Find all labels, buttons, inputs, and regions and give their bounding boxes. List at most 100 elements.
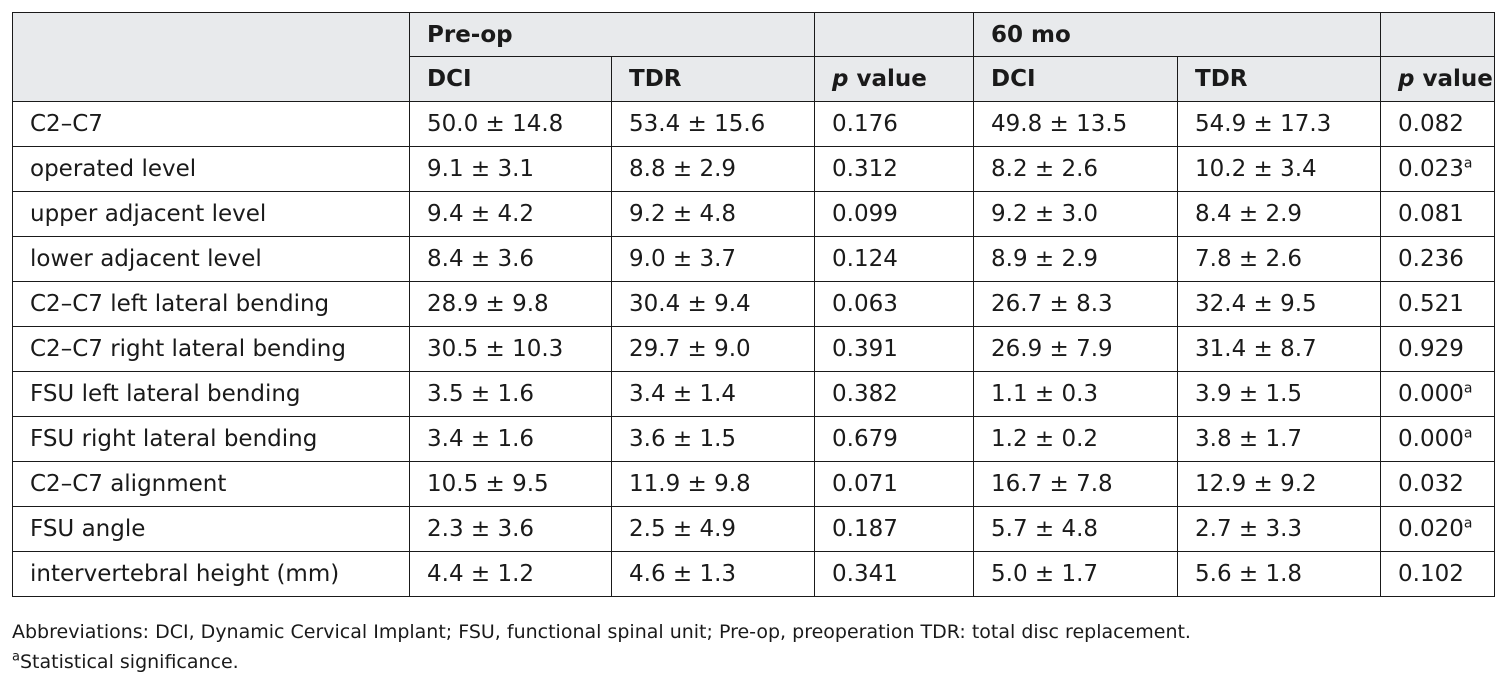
col-header-preop-dci: DCI [409, 56, 612, 102]
cell-preop-tdr: 9.0 ± 3.7 [611, 236, 815, 282]
cell-60mo-tdr-text: 8.4 ± 2.9 [1195, 201, 1303, 227]
cell-60mo-dci-text: 5.0 ± 1.7 [991, 561, 1099, 587]
col-header-preop-p: p value [814, 56, 974, 102]
significance-marker: a [12, 649, 20, 665]
p-value-label: p value [1398, 66, 1493, 92]
row-label: C2–C7 alignment [12, 461, 410, 507]
table-row: C2–C7 left lateral bending 28.9 ± 9.8 30.4… [12, 281, 1495, 327]
cell-preop-p-text: 0.071 [832, 471, 898, 497]
cell-60mo-tdr: 8.4 ± 2.9 [1177, 191, 1381, 237]
cell-preop-p-text: 0.391 [832, 336, 898, 362]
cell-60mo-tdr: 7.8 ± 2.6 [1177, 236, 1381, 282]
cell-60mo-p-text: 0.000 [1398, 426, 1464, 452]
row-label: FSU right lateral bending [12, 416, 410, 462]
cell-preop-tdr: 9.2 ± 4.8 [611, 191, 815, 237]
row-label: C2–C7 right lateral bending [12, 326, 410, 372]
cell-60mo-tdr-text: 5.6 ± 1.8 [1195, 561, 1303, 587]
cell-preop-dci-text: 30.5 ± 10.3 [427, 336, 564, 362]
cell-preop-p: 0.124 [814, 236, 974, 282]
cell-60mo-p-text: 0.102 [1398, 561, 1464, 587]
cell-60mo-dci-text: 16.7 ± 7.8 [991, 471, 1113, 497]
cell-60mo-p: 0.032 [1380, 461, 1495, 507]
cell-60mo-p-text: 0.521 [1398, 291, 1464, 317]
cell-60mo-dci-text: 8.2 ± 2.6 [991, 156, 1099, 182]
cell-preop-p: 0.382 [814, 371, 974, 417]
cell-60mo-dci-text: 49.8 ± 13.5 [991, 111, 1128, 137]
significance-marker: a [1463, 515, 1473, 532]
row-label-text: C2–C7 [30, 111, 103, 137]
cell-preop-dci-text: 10.5 ± 9.5 [427, 471, 549, 497]
cell-preop-p-text: 0.382 [832, 381, 898, 407]
cell-preop-tdr-text: 3.6 ± 1.5 [629, 426, 737, 452]
table-row: lower adjacent level 8.4 ± 3.6 9.0 ± 3.7 0.… [12, 236, 1495, 282]
cell-preop-p: 0.063 [814, 281, 974, 327]
row-label-text: FSU left lateral bending [30, 381, 301, 407]
cell-preop-p-text: 0.341 [832, 561, 898, 587]
cell-preop-dci-text: 4.4 ± 1.2 [427, 561, 535, 587]
cell-preop-p-text: 0.312 [832, 156, 898, 182]
cell-preop-tdr: 30.4 ± 9.4 [611, 281, 815, 327]
table-header: Pre-op 60 mo DCI TDR p value DCI TDR p v… [12, 12, 1495, 102]
cell-60mo-dci: 26.7 ± 8.3 [973, 281, 1178, 327]
cell-60mo-dci-text: 8.9 ± 2.9 [991, 246, 1099, 272]
cell-60mo-dci: 9.2 ± 3.0 [973, 191, 1178, 237]
cell-60mo-dci: 1.2 ± 0.2 [973, 416, 1178, 462]
cell-60mo-dci: 5.0 ± 1.7 [973, 551, 1178, 597]
cell-preop-p-text: 0.176 [832, 111, 898, 137]
table-footnotes: Abbreviations: DCI, Dynamic Cervical Imp… [12, 617, 1191, 677]
significance-marker: a [1463, 155, 1473, 172]
cell-preop-p-text: 0.099 [832, 201, 898, 227]
cell-preop-p: 0.187 [814, 506, 974, 552]
cell-preop-dci-text: 9.4 ± 4.2 [427, 201, 535, 227]
cell-60mo-tdr-text: 3.9 ± 1.5 [1195, 381, 1303, 407]
group-header-60mo-p [1380, 12, 1495, 57]
cell-60mo-dci: 8.2 ± 2.6 [973, 146, 1178, 192]
cell-preop-dci-text: 28.9 ± 9.8 [427, 291, 549, 317]
row-label: lower adjacent level [12, 236, 410, 282]
cell-preop-p: 0.341 [814, 551, 974, 597]
row-label-text: lower adjacent level [30, 246, 262, 272]
table-row: FSU angle 2.3 ± 3.6 2.5 ± 4.9 0.187 5.7 ± 4.… [12, 506, 1495, 552]
table-row: intervertebral height (mm) 4.4 ± 1.2 4.6 ±… [12, 551, 1495, 597]
cell-60mo-dci: 1.1 ± 0.3 [973, 371, 1178, 417]
cell-60mo-tdr-text: 54.9 ± 17.3 [1195, 111, 1332, 137]
cell-60mo-tdr: 10.2 ± 3.4 [1177, 146, 1381, 192]
cell-preop-dci: 8.4 ± 3.6 [409, 236, 612, 282]
cell-preop-tdr: 53.4 ± 15.6 [611, 101, 815, 147]
cell-60mo-p: 0.081 [1380, 191, 1495, 237]
cell-60mo-dci-text: 1.2 ± 0.2 [991, 426, 1099, 452]
row-label-text: FSU angle [30, 516, 146, 542]
cell-preop-dci-text: 50.0 ± 14.8 [427, 111, 564, 137]
cell-preop-p: 0.071 [814, 461, 974, 507]
group-header-preop: Pre-op [409, 12, 815, 57]
cell-60mo-p: 0.000a [1380, 371, 1495, 417]
cell-preop-dci: 9.4 ± 4.2 [409, 191, 612, 237]
p-value-label: p value [832, 66, 927, 92]
cell-preop-tdr-text: 30.4 ± 9.4 [629, 291, 751, 317]
cell-preop-dci: 3.4 ± 1.6 [409, 416, 612, 462]
cell-preop-tdr: 2.5 ± 4.9 [611, 506, 815, 552]
cell-preop-p-text: 0.063 [832, 291, 898, 317]
cell-60mo-p-text: 0.082 [1398, 111, 1464, 137]
row-label-text: intervertebral height (mm) [30, 561, 340, 587]
cell-preop-p-text: 0.679 [832, 426, 898, 452]
table-row: operated level 9.1 ± 3.1 8.8 ± 2.9 0.312 8.2… [12, 146, 1495, 192]
cell-60mo-tdr: 3.8 ± 1.7 [1177, 416, 1381, 462]
cell-60mo-tdr: 3.9 ± 1.5 [1177, 371, 1381, 417]
row-label-text: upper adjacent level [30, 201, 267, 227]
cell-60mo-p-text: 0.032 [1398, 471, 1464, 497]
results-table: Pre-op 60 mo DCI TDR p value DCI TDR p v… [12, 12, 1495, 597]
cell-preop-dci: 28.9 ± 9.8 [409, 281, 612, 327]
cell-60mo-p: 0.236 [1380, 236, 1495, 282]
col-header-preop-tdr: TDR [611, 56, 815, 102]
row-label-text: FSU right lateral bending [30, 426, 318, 452]
cell-preop-p: 0.312 [814, 146, 974, 192]
table-row: C2–C7 50.0 ± 14.8 53.4 ± 15.6 0.176 49.8 ± 1… [12, 101, 1495, 147]
cell-preop-dci-text: 8.4 ± 3.6 [427, 246, 535, 272]
cell-60mo-p-text: 0.929 [1398, 336, 1464, 362]
cell-preop-tdr-text: 11.9 ± 9.8 [629, 471, 751, 497]
cell-60mo-tdr: 5.6 ± 1.8 [1177, 551, 1381, 597]
col-header-60mo-dci: DCI [973, 56, 1178, 102]
cell-60mo-p: 0.000a [1380, 416, 1495, 462]
cell-60mo-dci-text: 9.2 ± 3.0 [991, 201, 1099, 227]
